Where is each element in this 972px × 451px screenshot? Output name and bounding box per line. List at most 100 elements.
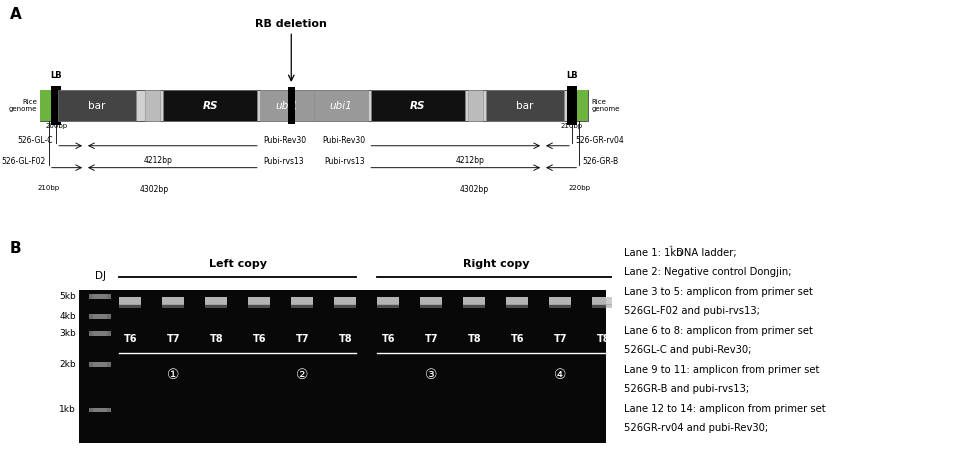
Text: T6: T6 <box>253 334 266 344</box>
Bar <box>146 90 160 121</box>
Bar <box>93 408 107 412</box>
Bar <box>89 362 111 367</box>
Text: 4302bp: 4302bp <box>459 185 488 194</box>
Bar <box>163 90 257 121</box>
Text: Rice
genome: Rice genome <box>9 99 37 112</box>
Bar <box>288 87 295 124</box>
Text: Left copy: Left copy <box>209 259 266 269</box>
Text: Pubi-Rev30: Pubi-Rev30 <box>262 136 306 144</box>
Text: 4212bp: 4212bp <box>456 156 485 165</box>
Text: 210bp: 210bp <box>38 185 60 191</box>
Text: RB deletion: RB deletion <box>256 19 328 29</box>
Text: 220bp: 220bp <box>569 185 590 191</box>
Bar <box>549 297 572 305</box>
Bar <box>40 90 61 121</box>
Bar <box>40 90 588 121</box>
Text: 210bp: 210bp <box>561 123 583 129</box>
Text: 526GR-B and pubi-rvs13;: 526GR-B and pubi-rvs13; <box>624 384 749 394</box>
Bar <box>58 90 136 121</box>
Bar <box>162 297 184 305</box>
Text: Lane 3 to 5: amplicon from primer set: Lane 3 to 5: amplicon from primer set <box>624 286 814 296</box>
Bar <box>89 331 111 336</box>
Text: ubi1: ubi1 <box>275 101 298 110</box>
Bar <box>79 290 607 442</box>
Text: Lane 1: 1kb: Lane 1: 1kb <box>624 248 682 258</box>
Bar <box>93 314 107 319</box>
Text: Lane 9 to 11: amplicon from primer set: Lane 9 to 11: amplicon from primer set <box>624 364 819 374</box>
Text: T8: T8 <box>209 334 223 344</box>
Bar <box>52 86 61 125</box>
Bar <box>260 90 314 121</box>
Bar <box>506 304 528 308</box>
Bar <box>314 90 368 121</box>
Bar <box>593 304 614 308</box>
Text: 4212bp: 4212bp <box>144 156 172 165</box>
Bar <box>89 294 111 299</box>
Text: Lane 2: Negative control Dongjin;: Lane 2: Negative control Dongjin; <box>624 267 792 277</box>
Bar <box>249 304 270 308</box>
Text: LB: LB <box>51 71 62 80</box>
Text: ②: ② <box>296 368 308 382</box>
Bar <box>568 86 576 125</box>
Text: T8: T8 <box>597 334 610 344</box>
Text: ubi1: ubi1 <box>330 101 353 110</box>
Text: T6: T6 <box>123 334 137 344</box>
Bar <box>421 304 442 308</box>
Bar <box>334 297 356 305</box>
Text: 526-GL-C: 526-GL-C <box>17 136 53 144</box>
Text: 5kb: 5kb <box>59 292 76 301</box>
Bar <box>120 297 141 305</box>
Text: Lane 6 to 8: amplicon from primer set: Lane 6 to 8: amplicon from primer set <box>624 326 814 336</box>
Text: ⁺: ⁺ <box>669 244 673 253</box>
Bar <box>292 297 313 305</box>
Text: DJ: DJ <box>94 272 106 281</box>
Text: LB: LB <box>566 71 577 80</box>
Bar <box>506 297 528 305</box>
Text: 526-GR-B: 526-GR-B <box>582 157 618 166</box>
Bar <box>120 304 141 308</box>
Text: Pubi-rvs13: Pubi-rvs13 <box>325 157 365 166</box>
Text: 526-GL-F02: 526-GL-F02 <box>2 157 46 166</box>
Text: T7: T7 <box>554 334 567 344</box>
Bar <box>249 297 270 305</box>
Text: B: B <box>10 241 21 256</box>
Bar <box>292 304 313 308</box>
Bar <box>162 304 184 308</box>
Bar <box>468 90 483 121</box>
Text: 526GL-C and pubi-Rev30;: 526GL-C and pubi-Rev30; <box>624 345 751 355</box>
Text: 526GR-rv04 and pubi-Rev30;: 526GR-rv04 and pubi-Rev30; <box>624 423 768 433</box>
Text: 1kb: 1kb <box>59 405 76 414</box>
Text: T7: T7 <box>295 334 309 344</box>
Text: Right copy: Right copy <box>463 259 529 269</box>
Bar <box>205 297 227 305</box>
Text: ①: ① <box>167 368 180 382</box>
Bar <box>371 90 465 121</box>
Text: ④: ④ <box>554 368 567 382</box>
Text: Lane 12 to 14: amplicon from primer set: Lane 12 to 14: amplicon from primer set <box>624 404 826 414</box>
Text: T7: T7 <box>166 334 180 344</box>
Bar <box>421 297 442 305</box>
Text: bar: bar <box>516 101 534 110</box>
Text: RS: RS <box>202 101 218 110</box>
Bar <box>93 294 107 299</box>
Text: 200bp: 200bp <box>45 123 67 129</box>
Text: A: A <box>10 7 21 22</box>
Text: 2kb: 2kb <box>59 359 76 368</box>
Bar <box>549 304 572 308</box>
Text: 4kb: 4kb <box>59 312 76 321</box>
Bar <box>93 331 107 336</box>
Text: RS: RS <box>410 101 426 110</box>
Text: Rice
genome: Rice genome <box>591 99 619 112</box>
Text: 526GL-F02 and pubi-rvs13;: 526GL-F02 and pubi-rvs13; <box>624 306 760 316</box>
Bar <box>205 304 227 308</box>
Text: T7: T7 <box>425 334 438 344</box>
Bar <box>89 408 111 412</box>
Text: bar: bar <box>88 101 106 110</box>
Bar <box>464 297 485 305</box>
Bar <box>377 304 399 308</box>
Text: Pubi-Rev30: Pubi-Rev30 <box>322 136 365 144</box>
Bar <box>334 304 356 308</box>
Text: Pubi-rvs13: Pubi-rvs13 <box>262 157 303 166</box>
Bar <box>89 314 111 319</box>
Text: T8: T8 <box>338 334 352 344</box>
